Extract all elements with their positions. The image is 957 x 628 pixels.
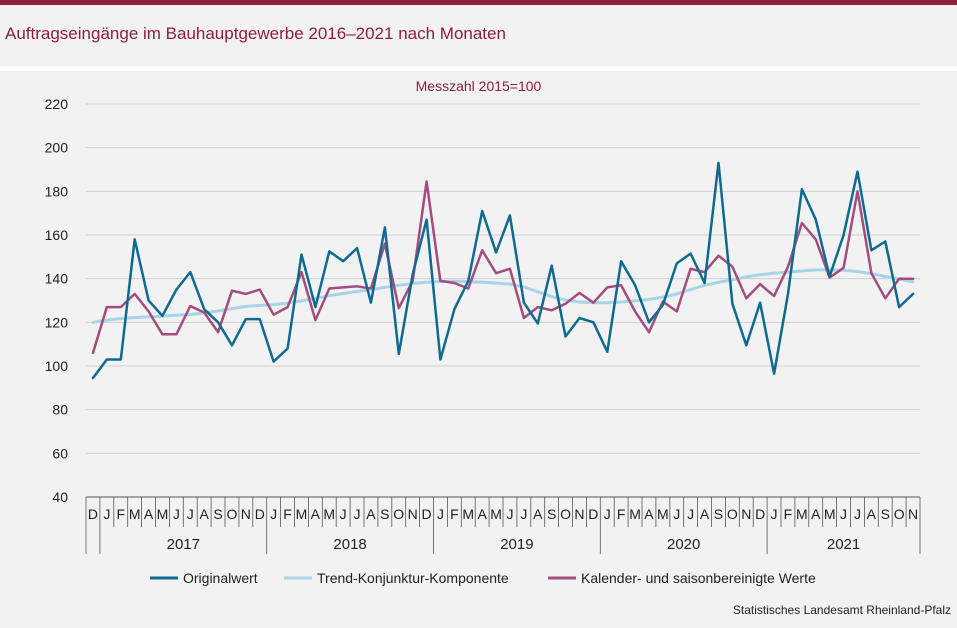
y-tick-label: 160 [45,227,69,243]
month-label: A [700,506,710,522]
month-label: A [811,506,821,522]
legend-label-original: Originalwert [183,570,258,586]
month-label: M [657,506,669,522]
month-label: F [617,506,626,522]
y-tick-label: 140 [45,271,69,287]
month-label: M [129,506,141,522]
month-label: A [311,506,321,522]
y-tick-label: 200 [45,140,69,156]
month-label: A [144,506,154,522]
chart-unit-label: Messzahl 2015=100 [415,78,542,94]
y-tick-label: 40 [52,489,68,505]
month-label: F [450,506,459,522]
month-label: M [296,506,308,522]
month-label: N [908,506,918,522]
legend-label-trend: Trend-Konjunktur-Komponente [317,570,509,586]
month-label: N [408,506,418,522]
month-label: M [796,506,808,522]
month-label: O [727,506,738,522]
month-label: F [116,506,125,522]
month-label: S [213,506,222,522]
series-line-original [91,161,915,380]
month-label: A [477,506,487,522]
legend-label-adjusted: Kalender- und saisonbereinigte Werte [581,570,816,586]
month-label: D [88,506,98,522]
month-label: J [854,506,861,522]
y-tick-label: 220 [45,96,69,112]
year-label: 2018 [333,536,366,553]
month-label: N [241,506,251,522]
month-label: O [227,506,238,522]
month-label: M [323,506,335,522]
month-label: O [560,506,571,522]
year-label: 2019 [500,536,533,553]
month-label: S [714,506,723,522]
month-label: S [881,506,890,522]
month-label: J [673,506,680,522]
year-label: 2020 [667,536,700,553]
month-label: J [173,506,180,522]
month-label: A [644,506,654,522]
year-label: 2017 [167,536,200,553]
chart-title: Auftragseingänge im Bauhauptgewerbe 2016… [5,24,506,43]
month-label: J [270,506,277,522]
y-tick-label: 120 [45,314,69,330]
month-label: A [533,506,543,522]
month-label: M [462,506,474,522]
month-label: J [687,506,694,522]
source-note: Statistisches Landesamt Rheinland-Pfalz [732,603,951,617]
month-label: J [506,506,513,522]
month-label: N [741,506,751,522]
month-label: D [255,506,265,522]
month-label: J [187,506,194,522]
month-label: A [366,506,376,522]
brand-top-bar [0,0,957,5]
series-line-adjusted [91,180,915,355]
series-line-trend [91,268,915,324]
month-label: J [840,506,847,522]
y-tick-label: 60 [52,445,68,461]
month-label: A [867,506,877,522]
month-label: S [547,506,556,522]
month-label: M [490,506,502,522]
y-tick-label: 180 [45,183,69,199]
month-label: J [520,506,527,522]
month-label: D [588,506,598,522]
month-label: J [437,506,444,522]
title-separator [0,66,957,71]
month-label: J [340,506,347,522]
month-label: D [421,506,431,522]
month-label: D [755,506,765,522]
month-label: F [283,506,292,522]
month-label: J [103,506,110,522]
month-label: M [157,506,169,522]
month-label: O [894,506,905,522]
month-label: N [574,506,584,522]
y-tick-label: 100 [45,358,69,374]
month-label: A [199,506,209,522]
month-label: J [354,506,361,522]
y-tick-label: 80 [52,402,68,418]
month-label: S [380,506,389,522]
month-label: J [604,506,611,522]
year-label: 2021 [827,536,860,553]
month-label: O [393,506,404,522]
month-label: M [629,506,641,522]
month-label: F [784,506,793,522]
month-label: J [771,506,778,522]
month-label: M [824,506,836,522]
